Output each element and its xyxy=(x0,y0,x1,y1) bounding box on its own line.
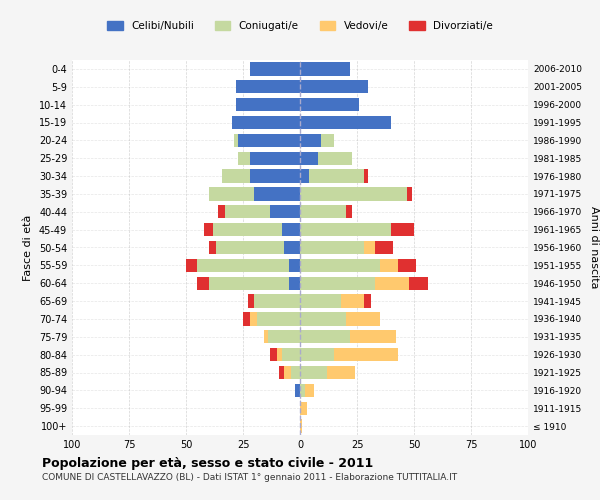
Bar xyxy=(375,276,409,290)
Bar xyxy=(186,258,197,272)
Bar xyxy=(346,205,352,218)
Legend: Celibi/Nubili, Coniugati/e, Vedovi/e, Divorziati/e: Celibi/Nubili, Coniugati/e, Vedovi/e, Di… xyxy=(103,16,497,35)
Bar xyxy=(209,187,254,200)
Bar xyxy=(320,134,334,147)
Bar xyxy=(250,312,257,326)
Bar xyxy=(238,134,300,147)
Bar xyxy=(300,420,302,433)
Bar xyxy=(380,258,398,272)
Bar xyxy=(350,330,396,344)
Bar xyxy=(236,98,300,112)
Bar xyxy=(284,241,300,254)
Bar xyxy=(284,366,291,379)
Bar xyxy=(305,384,314,397)
Bar xyxy=(289,276,300,290)
Bar xyxy=(234,134,238,147)
Bar xyxy=(250,62,300,76)
Bar xyxy=(300,384,305,397)
Bar xyxy=(282,348,300,362)
Bar xyxy=(232,116,300,129)
Bar xyxy=(300,152,318,165)
Bar xyxy=(346,312,380,326)
Bar xyxy=(209,276,289,290)
Bar xyxy=(300,402,307,415)
Bar xyxy=(236,80,300,94)
Bar xyxy=(215,241,284,254)
Bar xyxy=(271,348,277,362)
Bar xyxy=(334,348,398,362)
Bar xyxy=(277,348,282,362)
Bar xyxy=(391,223,414,236)
Bar xyxy=(291,366,300,379)
Bar xyxy=(223,170,250,183)
Bar xyxy=(218,205,225,218)
Bar xyxy=(243,312,250,326)
Text: COMUNE DI CASTELLAVAZZO (BL) - Dati ISTAT 1° gennaio 2011 - Elaborazione TUTTITA: COMUNE DI CASTELLAVAZZO (BL) - Dati ISTA… xyxy=(42,472,457,482)
Bar xyxy=(341,294,364,308)
Bar xyxy=(398,258,416,272)
Bar xyxy=(225,205,271,218)
Bar xyxy=(263,330,268,344)
Bar xyxy=(300,366,328,379)
Bar xyxy=(300,116,391,129)
Bar xyxy=(204,223,214,236)
Y-axis label: Fasce di età: Fasce di età xyxy=(23,214,33,280)
Bar xyxy=(268,330,300,344)
Bar xyxy=(300,80,368,94)
Bar xyxy=(271,205,300,218)
Bar xyxy=(300,205,346,218)
Bar xyxy=(300,134,320,147)
Bar xyxy=(197,276,209,290)
Bar xyxy=(300,241,364,254)
Bar xyxy=(197,258,289,272)
Bar xyxy=(364,170,368,183)
Bar xyxy=(300,330,350,344)
Bar xyxy=(364,241,375,254)
Bar xyxy=(300,62,350,76)
Bar xyxy=(300,98,359,112)
Bar xyxy=(214,223,282,236)
Bar xyxy=(300,187,407,200)
Bar xyxy=(300,294,341,308)
Bar xyxy=(300,348,334,362)
Bar xyxy=(375,241,394,254)
Bar xyxy=(250,152,300,165)
Bar xyxy=(309,170,364,183)
Bar xyxy=(289,258,300,272)
Bar xyxy=(282,223,300,236)
Bar xyxy=(300,276,375,290)
Bar xyxy=(364,294,371,308)
Bar xyxy=(238,152,250,165)
Y-axis label: Anni di nascita: Anni di nascita xyxy=(589,206,599,289)
Bar xyxy=(300,170,309,183)
Bar xyxy=(257,312,300,326)
Bar xyxy=(300,258,380,272)
Bar xyxy=(254,294,300,308)
Bar xyxy=(318,152,352,165)
Bar xyxy=(254,187,300,200)
Bar xyxy=(300,223,391,236)
Bar xyxy=(295,384,300,397)
Bar xyxy=(300,312,346,326)
Bar xyxy=(250,170,300,183)
Bar xyxy=(209,241,215,254)
Bar xyxy=(409,276,428,290)
Bar xyxy=(248,294,254,308)
Text: Popolazione per età, sesso e stato civile - 2011: Popolazione per età, sesso e stato civil… xyxy=(42,458,373,470)
Bar xyxy=(407,187,412,200)
Bar xyxy=(280,366,284,379)
Bar xyxy=(328,366,355,379)
